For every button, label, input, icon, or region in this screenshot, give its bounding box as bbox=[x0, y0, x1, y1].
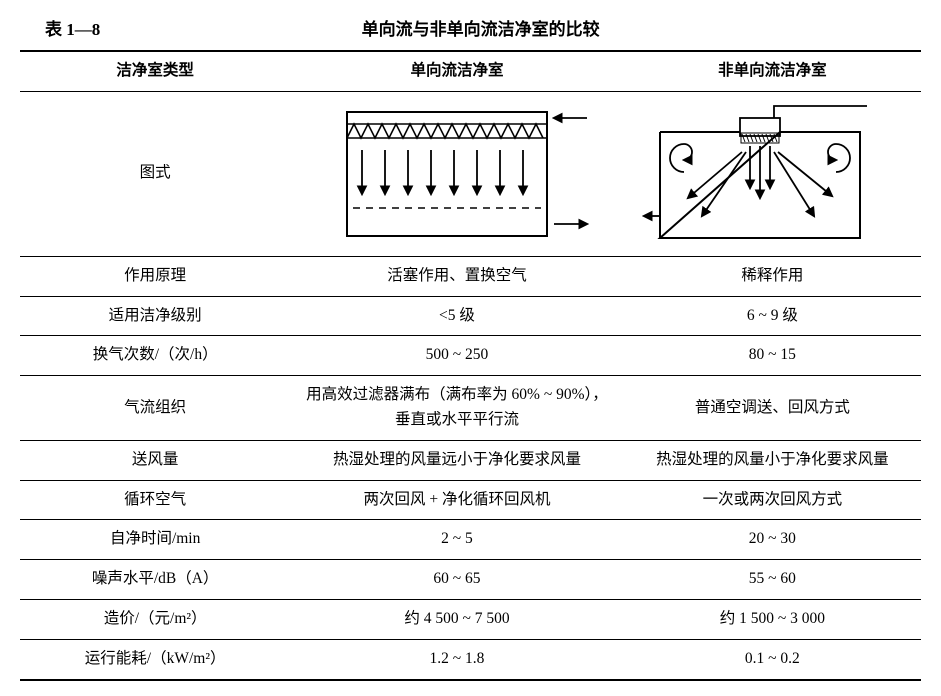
row-label: 造价/（元/m²） bbox=[20, 599, 290, 639]
row-val-non: 普通空调送、回风方式 bbox=[624, 376, 921, 441]
row-val-uni: 2 ~ 5 bbox=[290, 520, 623, 560]
row-val-uni: 500 ~ 250 bbox=[290, 336, 623, 376]
table-title: 单向流与非单向流洁净室的比较 bbox=[100, 15, 921, 40]
row-val-uni: 约 4 500 ~ 7 500 bbox=[290, 599, 623, 639]
row-val-uni: 1.2 ~ 1.8 bbox=[290, 639, 623, 679]
header-type: 洁净室类型 bbox=[20, 51, 290, 91]
table-row: 换气次数/（次/h） 500 ~ 250 80 ~ 15 bbox=[20, 336, 921, 376]
row-val-uni: 60 ~ 65 bbox=[290, 560, 623, 600]
row-val-uni: 热湿处理的风量远小于净化要求风量 bbox=[290, 440, 623, 480]
table-row: 气流组织 用高效过滤器满布（满布率为 60% ~ 90%），垂直或水平平行流 普… bbox=[20, 376, 921, 441]
row-label: 送风量 bbox=[20, 440, 290, 480]
row-label: 噪声水平/dB（A） bbox=[20, 560, 290, 600]
row-val-uni: <5 级 bbox=[290, 296, 623, 336]
cell-diagram-label: 图式 bbox=[20, 91, 290, 256]
row-val-non: 约 1 500 ~ 3 000 bbox=[624, 599, 921, 639]
row-val-non: 6 ~ 9 级 bbox=[624, 296, 921, 336]
comparison-table: 洁净室类型 单向流洁净室 非单向流洁净室 图式 作用原理 活塞作用、置换空气 稀… bbox=[20, 50, 921, 681]
row-val-uni: 两次回风 + 净化循环回风机 bbox=[290, 480, 623, 520]
row-val-uni: 活塞作用、置换空气 bbox=[290, 256, 623, 296]
nonunidirectional-flow-icon bbox=[642, 104, 902, 244]
title-row: 表 1—8 单向流与非单向流洁净室的比较 bbox=[20, 15, 921, 40]
unidirectional-flow-icon bbox=[322, 104, 592, 244]
header-nonuni: 非单向流洁净室 bbox=[624, 51, 921, 91]
row-label: 换气次数/（次/h） bbox=[20, 336, 290, 376]
row-label: 适用洁净级别 bbox=[20, 296, 290, 336]
table-row: 适用洁净级别 <5 级 6 ~ 9 级 bbox=[20, 296, 921, 336]
table-row: 自净时间/min 2 ~ 5 20 ~ 30 bbox=[20, 520, 921, 560]
table-row: 噪声水平/dB（A） 60 ~ 65 55 ~ 60 bbox=[20, 560, 921, 600]
table-row: 作用原理 活塞作用、置换空气 稀释作用 bbox=[20, 256, 921, 296]
row-val-non: 热湿处理的风量小于净化要求风量 bbox=[624, 440, 921, 480]
row-val-non: 80 ~ 15 bbox=[624, 336, 921, 376]
cell-diagram-nonunidirectional bbox=[624, 91, 921, 256]
table-row: 送风量 热湿处理的风量远小于净化要求风量 热湿处理的风量小于净化要求风量 bbox=[20, 440, 921, 480]
row-label: 作用原理 bbox=[20, 256, 290, 296]
row-val-uni: 用高效过滤器满布（满布率为 60% ~ 90%），垂直或水平平行流 bbox=[290, 376, 623, 441]
table-row: 运行能耗/（kW/m²） 1.2 ~ 1.8 0.1 ~ 0.2 bbox=[20, 639, 921, 679]
row-val-non: 一次或两次回风方式 bbox=[624, 480, 921, 520]
row-val-non: 稀释作用 bbox=[624, 256, 921, 296]
table-label: 表 1—8 bbox=[45, 15, 100, 40]
table-header-row: 洁净室类型 单向流洁净室 非单向流洁净室 bbox=[20, 51, 921, 91]
row-label: 自净时间/min bbox=[20, 520, 290, 560]
header-uni: 单向流洁净室 bbox=[290, 51, 623, 91]
cell-diagram-unidirectional bbox=[290, 91, 623, 256]
row-val-non: 0.1 ~ 0.2 bbox=[624, 639, 921, 679]
row-label: 循环空气 bbox=[20, 480, 290, 520]
table-row: 造价/（元/m²） 约 4 500 ~ 7 500 约 1 500 ~ 3 00… bbox=[20, 599, 921, 639]
row-label: 气流组织 bbox=[20, 376, 290, 441]
row-val-non: 55 ~ 60 bbox=[624, 560, 921, 600]
row-val-non: 20 ~ 30 bbox=[624, 520, 921, 560]
row-label: 运行能耗/（kW/m²） bbox=[20, 639, 290, 679]
row-diagram: 图式 bbox=[20, 91, 921, 256]
table-row: 循环空气 两次回风 + 净化循环回风机 一次或两次回风方式 bbox=[20, 480, 921, 520]
